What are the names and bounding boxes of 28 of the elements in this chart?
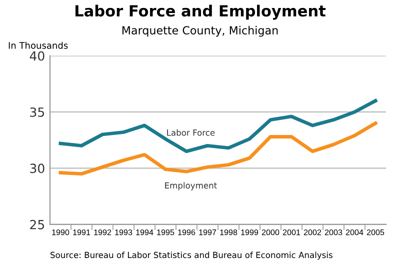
x-tick-label: 1998	[220, 229, 238, 236]
x-tick-label: 2003	[324, 229, 342, 236]
y-tick-label: 35	[30, 107, 44, 117]
x-tick-label: 1994	[136, 229, 154, 236]
source-note: Source: Bureau of Labor Statistics and Bureau of Economic Analysis	[50, 252, 332, 260]
chart-title: Labor Force and Employment	[76, 4, 326, 20]
x-tick-label: 1999	[241, 229, 258, 236]
series-label: Labor Force	[167, 129, 215, 136]
x-tick-label: 2004	[346, 229, 364, 236]
x-tick-label: 1997	[199, 229, 216, 236]
x-tick-label: 1996	[178, 229, 196, 236]
y-tick-label: 30	[30, 164, 44, 174]
x-tick-label: 1991	[73, 229, 90, 236]
y-axis-title: In Thousands	[8, 42, 68, 49]
x-tick-label: 1992	[94, 229, 112, 236]
x-tick-label: 1993	[115, 229, 132, 236]
x-tick-label: 2002	[304, 229, 322, 236]
x-tick-label: 2005	[366, 229, 384, 236]
y-tick-label: 40	[30, 51, 44, 61]
x-tick-label: 2000	[262, 229, 280, 236]
x-tick-label: 2001	[282, 229, 300, 236]
chart-subtitle: Marquette County, Michigan	[122, 26, 278, 37]
x-tick-label: 1995	[157, 229, 174, 236]
x-tick-label: 1990	[52, 229, 70, 236]
series-label: Employment	[165, 182, 217, 190]
y-tick-label: 25	[30, 220, 44, 230]
line-series	[58, 98, 378, 154]
line-series	[58, 121, 378, 176]
